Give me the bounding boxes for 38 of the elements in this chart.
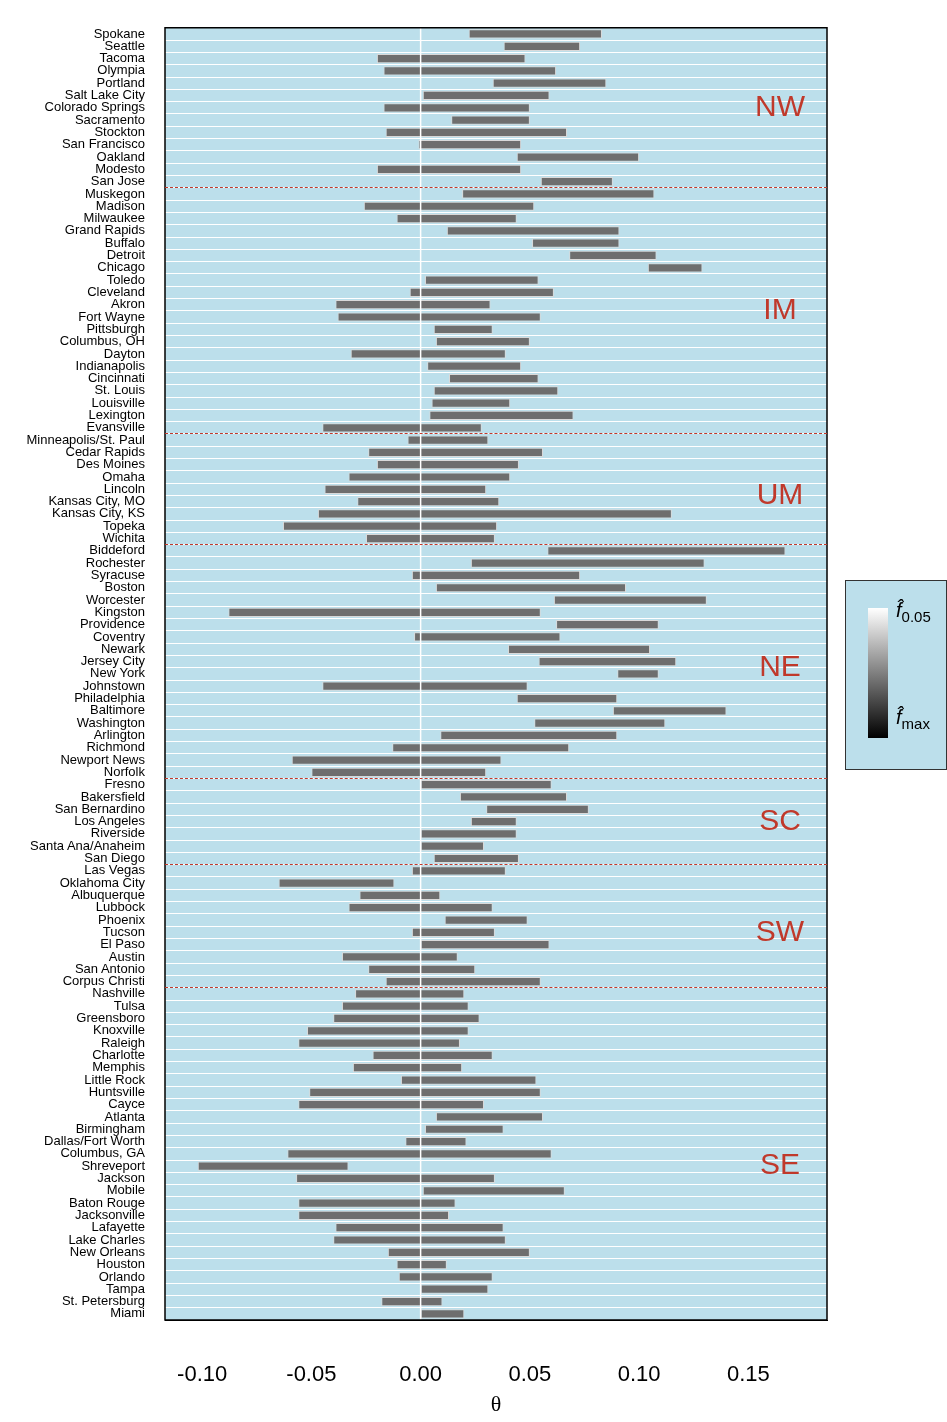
y-tick-label: Johnstown xyxy=(82,677,145,693)
y-tick-label: Memphis xyxy=(92,1059,146,1075)
y-tick-label: Santa Ana/Anaheim xyxy=(30,837,145,853)
y-tick-label: Cayce xyxy=(108,1096,145,1112)
text: f̂$_{0.05}$ xyxy=(896,599,931,625)
annotation: SE xyxy=(759,1147,801,1181)
y-tick-label: Jersey City xyxy=(80,653,146,669)
y-tick-label: Mobile xyxy=(106,1182,145,1198)
y-tick-label: Stockton xyxy=(94,123,145,139)
annotation: IM xyxy=(763,292,797,326)
y-tick-label: Lafayette xyxy=(91,1219,145,1235)
y-tick-label: Lexington xyxy=(88,407,145,423)
x-tick-label: -0.05 xyxy=(286,1361,337,1387)
y-tick-label: Kansas City, MO xyxy=(48,493,145,509)
x-tick-label: 0.10 xyxy=(617,1361,661,1387)
annotation: SC xyxy=(759,802,801,836)
y-tick-label: Salt Lake City xyxy=(64,87,146,103)
y-tick-label: Los Angeles xyxy=(74,813,146,829)
y-tick-label: Philadelphia xyxy=(74,690,146,706)
x-tick-label: 0.00 xyxy=(399,1361,443,1387)
x-tick-label: -0.10 xyxy=(177,1361,228,1387)
y-tick-label: New Orleans xyxy=(69,1243,146,1259)
y-tick-label: Washington xyxy=(76,714,145,730)
y-tick-label: Huntsville xyxy=(88,1083,145,1099)
text: f̂$_{max}$ xyxy=(896,706,930,732)
x-tick-label: 0.15 xyxy=(726,1361,770,1387)
annotation: NW xyxy=(755,89,806,123)
y-tick-label: Birmingham xyxy=(75,1120,145,1136)
x-tick-label: 0.05 xyxy=(508,1361,552,1387)
annotation: UM xyxy=(756,476,804,510)
x-axis-title: θ xyxy=(490,1390,502,1416)
y-tick-label: San Diego xyxy=(84,850,145,866)
y-tick-label: San Jose xyxy=(90,173,145,189)
y-tick-label: Cleveland xyxy=(87,283,145,299)
annotation: NE xyxy=(759,649,801,683)
y-tick-label: Columbus, GA xyxy=(60,1145,146,1161)
y-tick-label: Akron xyxy=(111,296,145,312)
annotation: SW xyxy=(755,913,805,947)
